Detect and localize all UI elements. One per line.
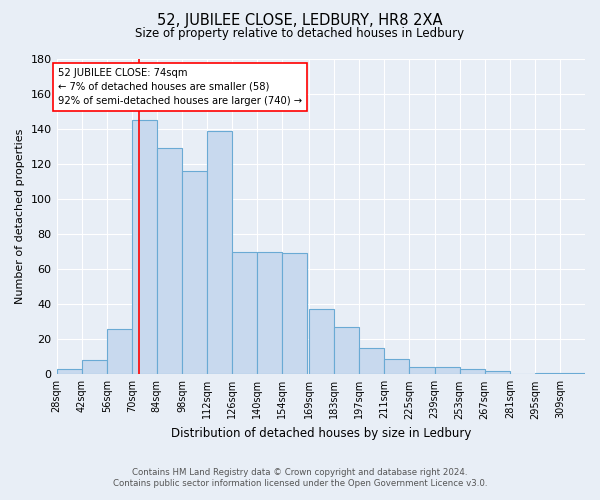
Bar [107, 329, 132, 374]
Y-axis label: Number of detached properties: Number of detached properties [15, 129, 25, 304]
Bar [409, 368, 434, 374]
Bar [359, 348, 385, 374]
Bar [309, 310, 334, 374]
Text: 52, JUBILEE CLOSE, LEDBURY, HR8 2XA: 52, JUBILEE CLOSE, LEDBURY, HR8 2XA [157, 12, 443, 28]
Text: Size of property relative to detached houses in Ledbury: Size of property relative to detached ho… [136, 28, 464, 40]
Bar [232, 252, 257, 374]
Bar [282, 254, 307, 374]
Bar [460, 369, 485, 374]
X-axis label: Distribution of detached houses by size in Ledbury: Distribution of detached houses by size … [170, 427, 471, 440]
Bar [385, 358, 409, 374]
Bar [334, 327, 359, 374]
Bar [56, 369, 82, 374]
Bar [132, 120, 157, 374]
Bar [182, 171, 207, 374]
Text: 52 JUBILEE CLOSE: 74sqm
← 7% of detached houses are smaller (58)
92% of semi-det: 52 JUBILEE CLOSE: 74sqm ← 7% of detached… [58, 68, 302, 106]
Bar [485, 371, 510, 374]
Bar [207, 131, 232, 374]
Bar [257, 252, 282, 374]
Bar [535, 372, 560, 374]
Bar [434, 368, 460, 374]
Text: Contains HM Land Registry data © Crown copyright and database right 2024.
Contai: Contains HM Land Registry data © Crown c… [113, 468, 487, 487]
Bar [82, 360, 107, 374]
Bar [560, 372, 585, 374]
Bar [157, 148, 182, 374]
